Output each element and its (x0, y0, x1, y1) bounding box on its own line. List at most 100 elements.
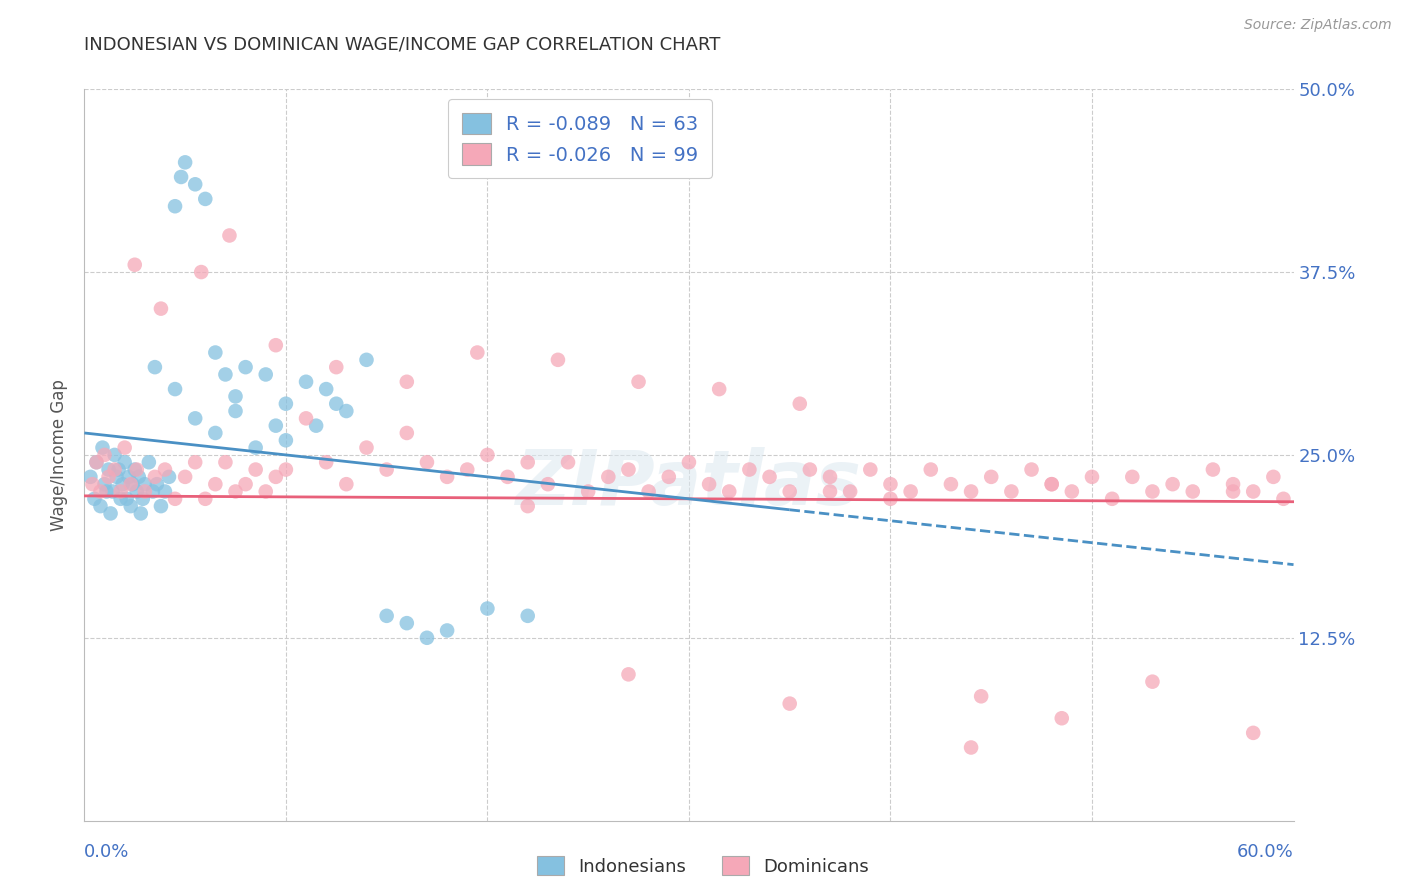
Point (157, 470, 180, 484)
Text: 0.0%: 0.0% (84, 843, 129, 861)
Point (97, 462, 120, 476)
Point (678, 455, 700, 469)
Point (839, 484, 862, 499)
Point (165, 382, 187, 396)
Point (96, 484, 118, 499)
Point (709, 382, 731, 396)
Point (214, 455, 236, 469)
Point (315, 455, 337, 469)
Point (697, 477, 720, 491)
Point (245, 462, 267, 476)
Point (1000, 484, 1022, 499)
Point (1121, 470, 1143, 484)
Point (356, 352, 378, 367)
Point (107, 462, 129, 476)
Point (547, 352, 569, 367)
Point (79, 470, 101, 484)
Text: ZIPatlas: ZIPatlas (516, 447, 862, 521)
Point (1263, 470, 1285, 484)
Point (174, 470, 197, 484)
Point (627, 375, 650, 389)
Text: INDONESIAN VS DOMINICAN WAGE/INCOME GAP CORRELATION CHART: INDONESIAN VS DOMINICAN WAGE/INCOME GAP … (84, 36, 721, 54)
Point (274, 397, 297, 411)
Point (235, 477, 257, 491)
Point (245, 441, 267, 455)
Point (153, 462, 176, 476)
Point (1222, 477, 1244, 491)
Point (1222, 484, 1244, 499)
Point (128, 470, 150, 484)
Point (165, 491, 187, 506)
Point (537, 477, 560, 491)
Point (254, 368, 277, 382)
Point (114, 455, 136, 469)
Point (124, 258, 146, 272)
Point (184, 178, 207, 192)
Point (1241, 726, 1264, 740)
Point (110, 484, 132, 499)
Point (153, 484, 176, 499)
Point (134, 484, 156, 499)
Point (1021, 462, 1043, 476)
Point (718, 484, 741, 499)
Point (89, 499, 111, 513)
Point (970, 690, 993, 704)
Point (121, 477, 143, 491)
Point (104, 462, 127, 476)
Point (225, 389, 247, 403)
Point (118, 470, 141, 484)
Point (879, 491, 901, 506)
Point (325, 397, 347, 411)
Point (101, 484, 124, 499)
Point (617, 462, 640, 476)
Point (91, 441, 114, 455)
Point (1272, 491, 1295, 506)
Point (100, 507, 122, 521)
Point (170, 169, 193, 184)
Point (104, 448, 127, 462)
Point (305, 418, 328, 433)
Point (789, 397, 811, 411)
Point (779, 697, 801, 711)
Point (658, 470, 681, 484)
Point (264, 470, 287, 484)
Point (356, 441, 378, 455)
Point (496, 470, 519, 484)
Point (149, 499, 172, 513)
Point (264, 418, 287, 433)
Text: Source: ZipAtlas.com: Source: ZipAtlas.com (1244, 18, 1392, 32)
Point (114, 441, 136, 455)
Point (274, 462, 297, 476)
Point (637, 484, 659, 499)
Point (1081, 470, 1104, 484)
Point (149, 301, 172, 316)
Point (194, 192, 217, 206)
Point (738, 462, 761, 476)
Point (859, 462, 882, 476)
Point (1050, 711, 1073, 725)
Point (134, 477, 156, 491)
Point (120, 499, 142, 513)
Point (138, 455, 160, 469)
Point (295, 375, 318, 389)
Point (879, 477, 901, 491)
Point (83, 491, 105, 506)
Point (960, 740, 983, 755)
Point (395, 616, 418, 631)
Point (142, 484, 165, 499)
Legend: R = -0.089   N = 63, R = -0.026   N = 99: R = -0.089 N = 63, R = -0.026 N = 99 (449, 99, 713, 178)
Point (225, 484, 247, 499)
Point (143, 470, 166, 484)
Point (315, 382, 337, 396)
Point (395, 425, 418, 440)
Point (146, 477, 169, 491)
Point (516, 455, 538, 469)
Point (557, 455, 579, 469)
Point (218, 228, 240, 243)
Point (980, 470, 1002, 484)
Point (143, 360, 166, 375)
Point (1040, 477, 1063, 491)
Point (1142, 484, 1164, 499)
Point (1161, 477, 1184, 491)
Point (86, 455, 108, 469)
